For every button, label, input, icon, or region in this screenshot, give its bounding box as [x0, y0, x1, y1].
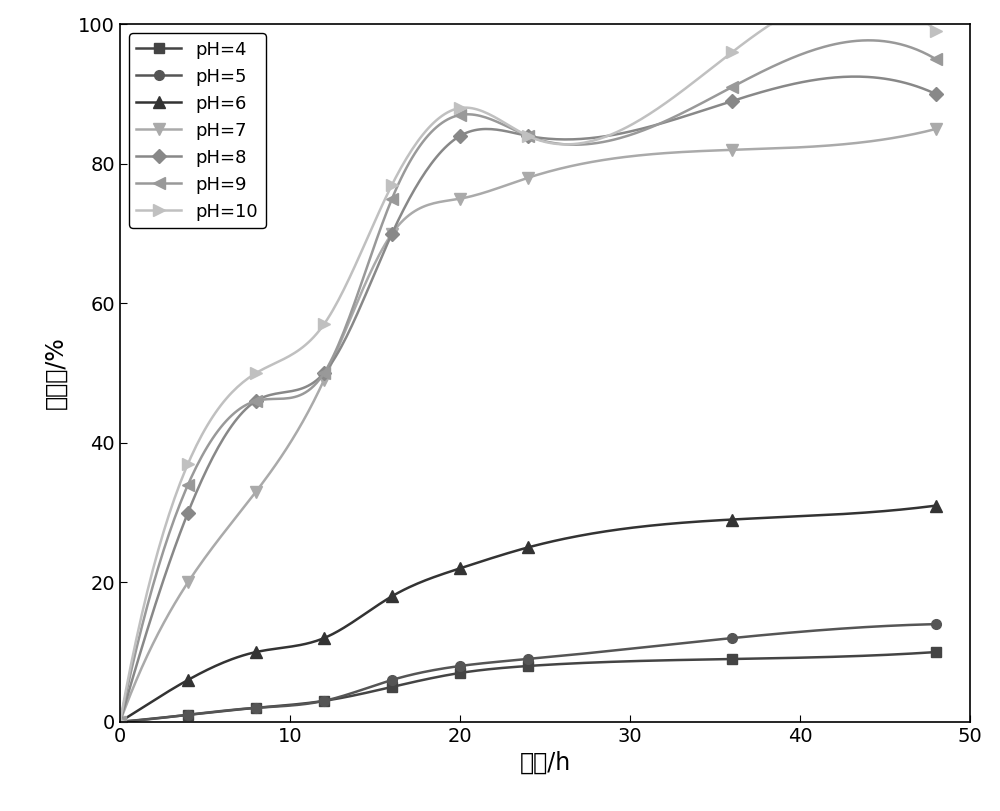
pH=8 [726, 97, 738, 106]
pH=9 [386, 194, 398, 204]
pH=5 [114, 717, 126, 727]
pH=4 [386, 682, 398, 692]
pH=10 [386, 180, 398, 190]
pH=10 [454, 103, 466, 113]
pH=5 [318, 696, 330, 706]
pH=5 [386, 675, 398, 684]
Line: pH=10: pH=10 [114, 25, 942, 728]
Legend: pH=4, pH=5, pH=6, pH=7, pH=8, pH=9, pH=10: pH=4, pH=5, pH=6, pH=7, pH=8, pH=9, pH=1… [129, 33, 266, 228]
pH=10 [318, 320, 330, 329]
pH=9 [182, 480, 194, 490]
pH=5 [250, 703, 262, 713]
pH=6 [386, 591, 398, 601]
pH=6 [930, 500, 942, 510]
pH=9 [522, 131, 534, 141]
Line: pH=7: pH=7 [114, 122, 942, 728]
pH=5 [726, 633, 738, 643]
pH=8 [250, 396, 262, 406]
pH=4 [182, 710, 194, 719]
pH=9 [250, 396, 262, 406]
Line: pH=8: pH=8 [115, 89, 941, 727]
pH=4 [250, 703, 262, 713]
pH=6 [318, 633, 330, 643]
pH=7 [454, 194, 466, 204]
pH=4 [726, 654, 738, 664]
pH=8 [318, 368, 330, 378]
pH=6 [726, 515, 738, 525]
pH=8 [522, 131, 534, 141]
pH=4 [318, 696, 330, 706]
pH=6 [454, 564, 466, 573]
pH=9 [318, 368, 330, 378]
pH=10 [930, 27, 942, 36]
pH=10 [114, 717, 126, 727]
pH=8 [454, 131, 466, 141]
pH=10 [522, 131, 534, 141]
Line: pH=9: pH=9 [114, 53, 942, 728]
pH=9 [454, 110, 466, 120]
X-axis label: 时间/h: 时间/h [519, 751, 571, 775]
pH=7 [930, 124, 942, 134]
Line: pH=4: pH=4 [115, 647, 941, 727]
pH=8 [930, 89, 942, 99]
pH=8 [386, 229, 398, 238]
pH=7 [726, 145, 738, 155]
pH=6 [250, 647, 262, 657]
pH=6 [114, 717, 126, 727]
pH=7 [522, 173, 534, 182]
Y-axis label: 降解率/%: 降解率/% [43, 337, 67, 410]
pH=4 [454, 668, 466, 678]
Line: pH=5: pH=5 [115, 620, 941, 727]
pH=6 [522, 543, 534, 552]
pH=5 [930, 620, 942, 629]
pH=7 [250, 487, 262, 496]
pH=7 [182, 577, 194, 587]
pH=10 [726, 47, 738, 57]
pH=8 [182, 508, 194, 517]
pH=4 [114, 717, 126, 727]
pH=5 [182, 710, 194, 719]
pH=10 [182, 459, 194, 469]
pH=10 [250, 368, 262, 378]
pH=4 [930, 647, 942, 657]
pH=7 [114, 717, 126, 727]
pH=9 [114, 717, 126, 727]
pH=4 [522, 661, 534, 671]
pH=9 [726, 82, 738, 92]
pH=5 [454, 661, 466, 671]
pH=5 [522, 654, 534, 664]
pH=8 [114, 717, 126, 727]
pH=7 [386, 229, 398, 238]
pH=6 [182, 675, 194, 684]
pH=7 [318, 375, 330, 385]
pH=9 [930, 54, 942, 64]
Line: pH=6: pH=6 [114, 500, 942, 727]
